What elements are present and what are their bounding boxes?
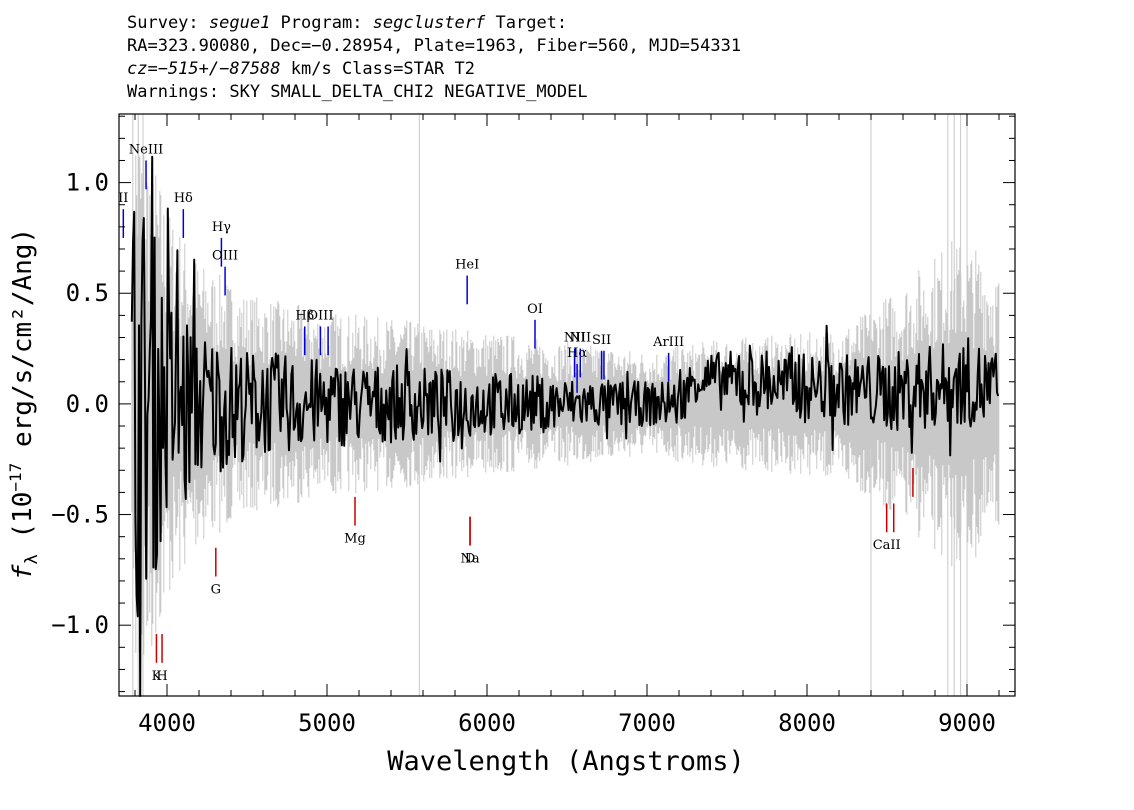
y-tick-label: 0.5: [66, 279, 109, 307]
program-name: segclusterf: [372, 13, 486, 33]
spectral-line-label: Hβ: [295, 308, 314, 323]
header-survey-line: Survey: segue1 Program: segclusterf Targ…: [127, 13, 568, 33]
redshift-value: cz=−515+/−87588: [127, 59, 281, 79]
x-axis-ticks: 4000 5000 6000 7000 8000 9000: [134, 114, 1000, 737]
spectral-line-label: H: [156, 669, 167, 684]
spectral-line-label: Hα: [567, 346, 587, 361]
spectral-line-label: ArIII: [652, 335, 684, 350]
x-tick-label: 8000: [778, 709, 836, 737]
x-tick-label: 7000: [618, 709, 676, 737]
spectral-line-label: K: [152, 669, 162, 684]
spectral-line-label: OIII: [212, 249, 238, 264]
spectral-line-label: OIII: [307, 308, 333, 323]
spectral-line-label: SII: [592, 333, 611, 348]
y-axis-label: fλ (10−17 erg/s/cm²/Ang): [6, 228, 42, 580]
spectral-line-label: NII: [569, 331, 591, 346]
survey-name: segue1: [208, 13, 271, 33]
x-tick-label: 9000: [938, 709, 996, 737]
x-axis-label: Wavelength (Angstroms): [387, 746, 745, 777]
spectral-line-label: II: [118, 191, 128, 206]
flux-line: [130, 155, 1000, 697]
header-warnings-line: Warnings: SKY SMALL_DELTA_CHI2 NEGATIVE_…: [127, 82, 588, 102]
plot-frame: [118, 113, 1016, 697]
header-redshift-line: cz=−515+/−87588 km/s Class=STAR T2: [127, 59, 475, 79]
y-tick-label: −1.0: [51, 611, 109, 639]
y-tick-label: −0.5: [51, 501, 109, 529]
spectral-line-label: OI: [527, 302, 543, 317]
spectral-line-label: Hδ: [174, 191, 193, 206]
header-coordinates-line: RA=323.90080, Dec=−0.28954, Plate=1963, …: [127, 36, 742, 56]
y-tick-label: 0.0: [66, 390, 109, 418]
x-tick-label: 4000: [138, 709, 196, 737]
x-tick-label: 5000: [298, 709, 356, 737]
spectral-line-label: Hγ: [212, 220, 231, 235]
spectral-line-label: CaII: [873, 538, 901, 553]
y-tick-label: 1.0: [66, 169, 109, 197]
y-axis-ticks: −1.0 −0.5 0.0 0.5 1.0: [51, 115, 1015, 693]
spectrum-header: Survey: segue1 Program: segclusterf Targ…: [127, 12, 741, 104]
spectral-line-label: NeIII: [129, 142, 163, 157]
flux-series: [130, 155, 1000, 697]
x-tick-label: 6000: [458, 709, 516, 737]
spectral-line-label: D: [465, 552, 475, 567]
spectral-line-label: NII: [564, 331, 586, 346]
spectral-line-label: G: [211, 583, 221, 598]
spectral-line-label: HeI: [455, 258, 479, 273]
spectral-line-label: Na: [460, 552, 479, 567]
spectral-line-label: Mg: [344, 532, 366, 547]
